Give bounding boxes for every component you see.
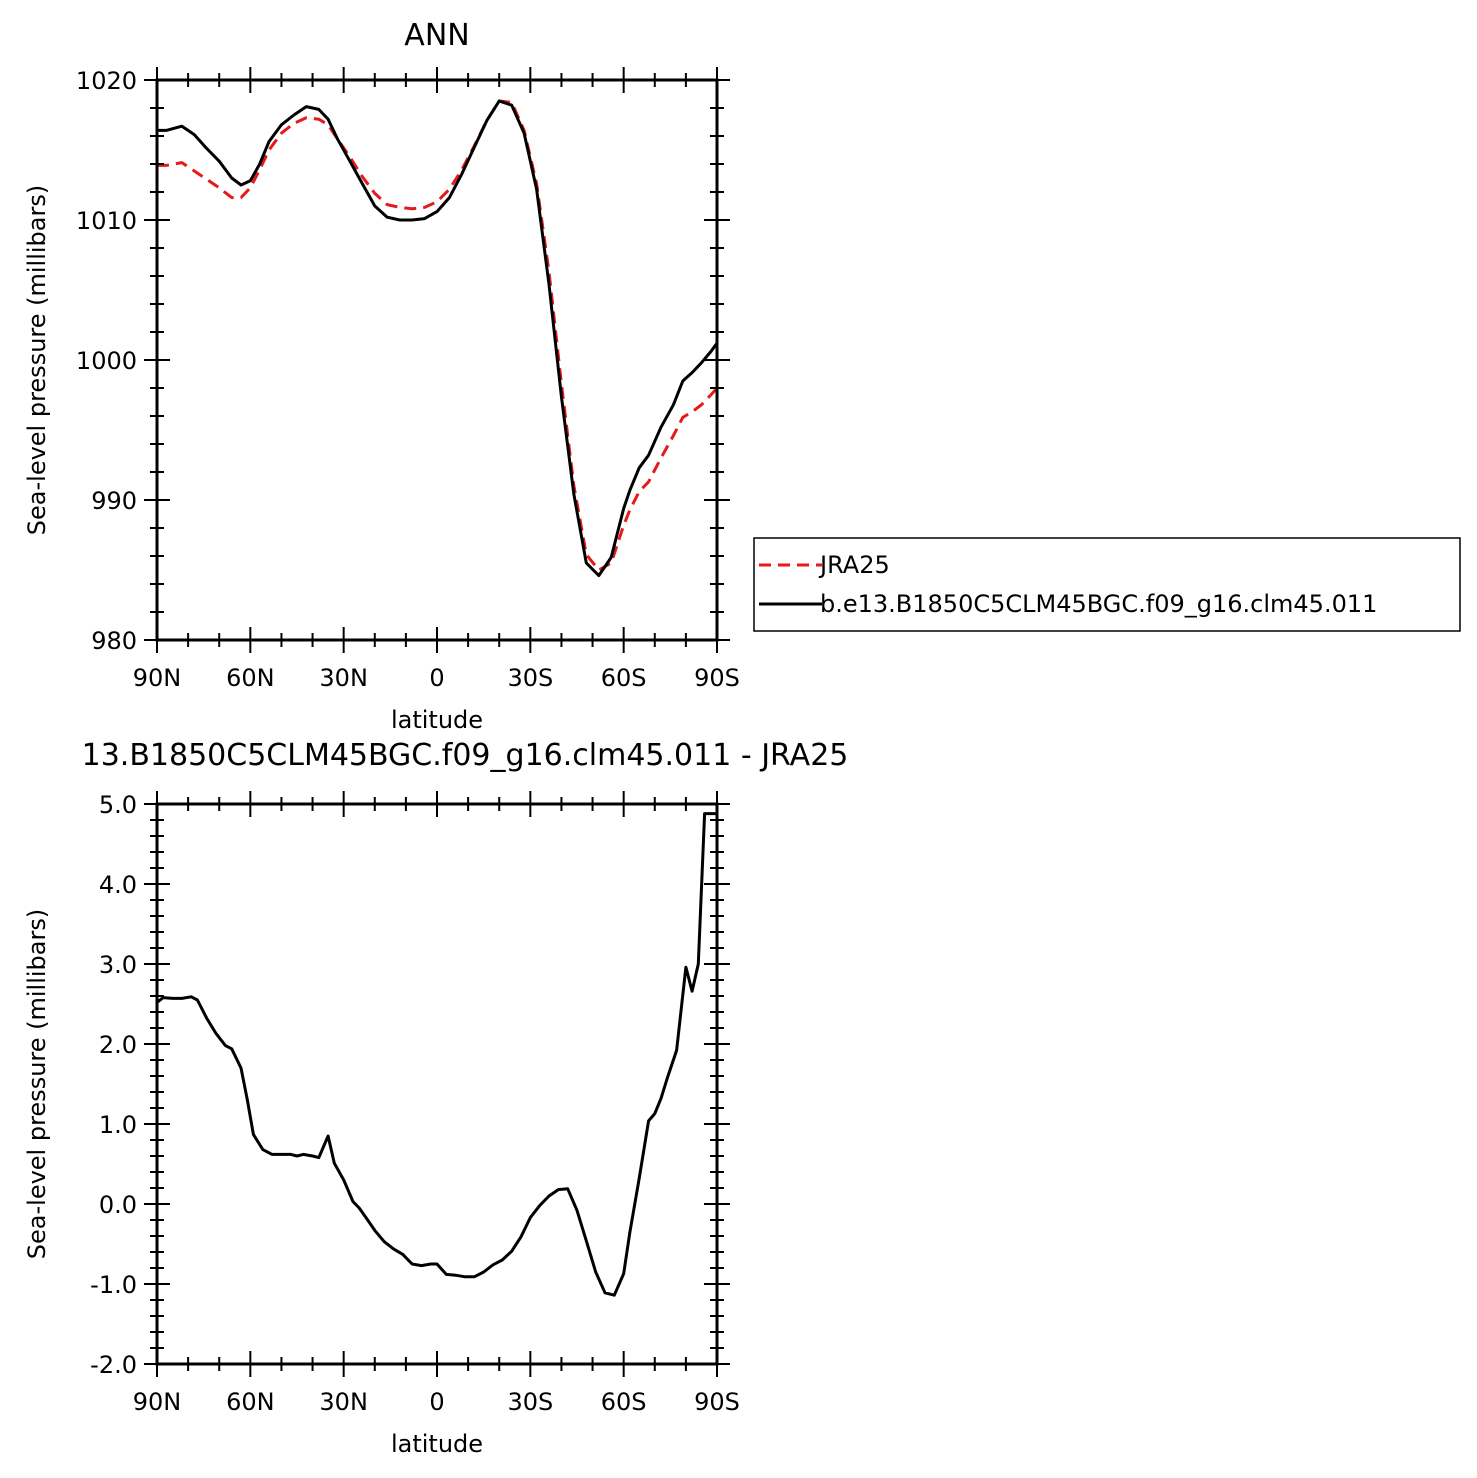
top-series-line-1 — [157, 99, 717, 578]
bottom-x-tick-label: 90S — [694, 1388, 740, 1416]
bottom-series-line-0 — [157, 812, 717, 1297]
top-y-tick-label: 1000 — [76, 347, 137, 375]
bottom-y-axis-label: Sea-level pressure (millibars) — [23, 909, 51, 1259]
top-x-tick-label: 60S — [601, 664, 647, 692]
bottom-x-axis-label: latitude — [391, 1430, 483, 1458]
bottom-ticks-group: 90N 60N 30N 0 30S 60S 90S -2.0 -1.0 0.0 1.0 2.0 3.0 4… — [90, 791, 740, 1416]
top-y-tick-label: 990 — [91, 487, 137, 515]
bottom-x-tick-label: 30N — [319, 1388, 368, 1416]
bottom-y-tick-label: 3.0 — [99, 951, 137, 979]
bottom-y-tick-label: 5.0 — [99, 791, 137, 819]
bottom-chart-title: 13.B1850C5CLM45BGC.f09_g16.clm45.011 - J… — [82, 738, 849, 773]
legend-label-jra25: JRA25 — [818, 551, 890, 579]
bottom-y-tick-label: -1.0 — [90, 1271, 137, 1299]
top-x-axis-label: latitude — [391, 706, 483, 734]
top-y-axis-label: Sea-level pressure (millibars) — [23, 185, 51, 535]
top-y-tick-label: 980 — [91, 627, 137, 655]
legend: JRA25 b.e13.B1850C5CLM45BGC.f09_g16.clm4… — [753, 537, 1461, 632]
legend-box — [753, 537, 1461, 632]
bottom-y-tick-label: 1.0 — [99, 1111, 137, 1139]
top-plot-frame — [155, 78, 719, 642]
top-chart-title: ANN — [404, 18, 469, 53]
bottom-panel: 13.B1850C5CLM45BGC.f09_g16.clm45.011 - J… — [23, 738, 848, 1458]
legend-label-model: b.e13.B1850C5CLM45BGC.f09_g16.clm45.011 — [820, 590, 1377, 618]
bottom-x-tick-label: 60N — [226, 1388, 275, 1416]
top-x-tick-label: 30N — [319, 664, 368, 692]
bottom-y-tick-label: 4.0 — [99, 871, 137, 899]
top-y-tick-label: 1020 — [76, 67, 137, 95]
top-panel: ANN 90N 60N 30N 0 30S 60S 90S 980 990 1000 1010 102… — [23, 18, 740, 734]
bottom-y-tick-label: -2.0 — [90, 1351, 137, 1379]
bottom-y-tick-label: 2.0 — [99, 1031, 137, 1059]
top-x-tick-label: 0 — [429, 664, 444, 692]
bottom-x-tick-label: 0 — [429, 1388, 444, 1416]
top-ticks-group: 90N 60N 30N 0 30S 60S 90S 980 990 1000 1010 1020 — [76, 67, 740, 692]
top-x-tick-label: 90S — [694, 664, 740, 692]
top-series-group — [157, 99, 717, 578]
bottom-x-tick-label: 60S — [601, 1388, 647, 1416]
top-x-tick-label: 90N — [133, 664, 182, 692]
top-series-line-0 — [157, 99, 717, 572]
bottom-series-group — [157, 812, 717, 1297]
top-x-tick-label: 60N — [226, 664, 275, 692]
bottom-plot-frame — [155, 802, 719, 1366]
bottom-y-tick-label: 0.0 — [99, 1191, 137, 1219]
bottom-x-tick-label: 90N — [133, 1388, 182, 1416]
bottom-x-tick-label: 30S — [507, 1388, 553, 1416]
top-x-tick-label: 30S — [507, 664, 553, 692]
top-y-tick-label: 1010 — [76, 207, 137, 235]
